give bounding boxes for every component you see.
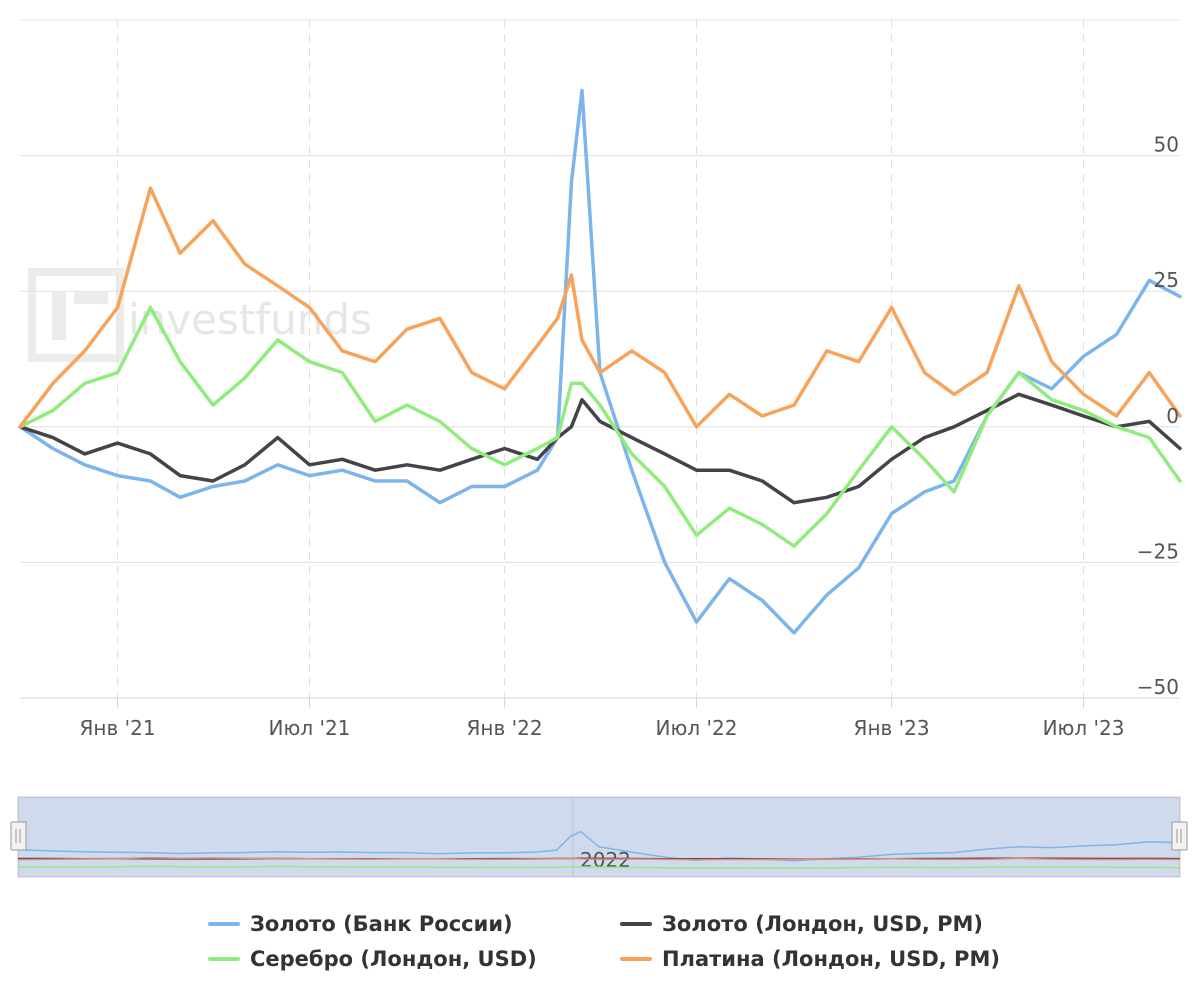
navigator-series	[17, 830, 1181, 869]
x-tick-label: Июл '22	[656, 716, 738, 740]
series-line-1	[18, 88, 1182, 635]
legend-item-silver[interactable]: Серебро (Лондон, USD)	[208, 947, 537, 971]
navigator-line-1	[17, 830, 1181, 862]
series-line-2	[18, 392, 1182, 505]
x-tick-label: Янв '22	[467, 716, 543, 740]
legend-label: Золото (Лондон, USD, PM)	[662, 912, 984, 936]
navigator-right-handle[interactable]	[1171, 821, 1188, 851]
navigator-line-3	[17, 865, 1181, 869]
y-tick-label: 50	[1154, 133, 1179, 157]
legend-item-platinum[interactable]: Платина (Лондон, USD, PM)	[620, 947, 1000, 971]
legend-swatch	[208, 922, 240, 926]
x-tick-label: Янв '21	[80, 716, 156, 740]
axis-labels: 50 25 0 −25 −50 Янв '21 Июл '21 Янв '22 Июл '22 Я…	[80, 133, 1179, 740]
navigator-left-handle[interactable]	[10, 821, 27, 851]
watermark-logo-top	[74, 292, 108, 304]
y-tick-label: 0	[1166, 404, 1179, 428]
y-tick-label: −50	[1137, 675, 1179, 699]
navigator-background	[17, 796, 1181, 878]
legend-swatch	[208, 957, 240, 961]
legend: Золото (Банк России) Золото (Лондон, USD…	[0, 900, 1200, 990]
navigator-year-label: 2022	[580, 848, 631, 872]
watermark-logo-frame	[28, 268, 124, 362]
legend-label: Платина (Лондон, USD, PM)	[662, 947, 1000, 971]
legend-item-gold-london[interactable]: Золото (Лондон, USD, PM)	[620, 912, 983, 936]
y-tick-label: −25	[1137, 539, 1179, 563]
navigator-line-4	[17, 856, 1181, 861]
series-lines	[18, 88, 1182, 635]
navigator[interactable]: 2022	[10, 796, 1188, 878]
legend-label: Золото (Банк России)	[250, 912, 513, 936]
legend-swatch	[620, 922, 652, 926]
x-tick-label: Июл '21	[269, 716, 351, 740]
y-tick-label: 25	[1154, 268, 1179, 292]
watermark: investfunds	[28, 268, 372, 362]
x-tick-label: Июл '23	[1043, 716, 1125, 740]
legend-label: Серебро (Лондон, USD)	[250, 947, 537, 971]
series-line-4	[18, 186, 1182, 429]
grid	[20, 19, 1180, 708]
series-line-3	[18, 305, 1182, 548]
x-tick-label: Янв '23	[854, 716, 930, 740]
watermark-logo-bar	[52, 292, 66, 340]
legend-swatch	[620, 957, 652, 961]
legend-item-gold-cbr[interactable]: Золото (Банк России)	[208, 912, 513, 936]
navigator-mask[interactable]	[18, 797, 1180, 877]
